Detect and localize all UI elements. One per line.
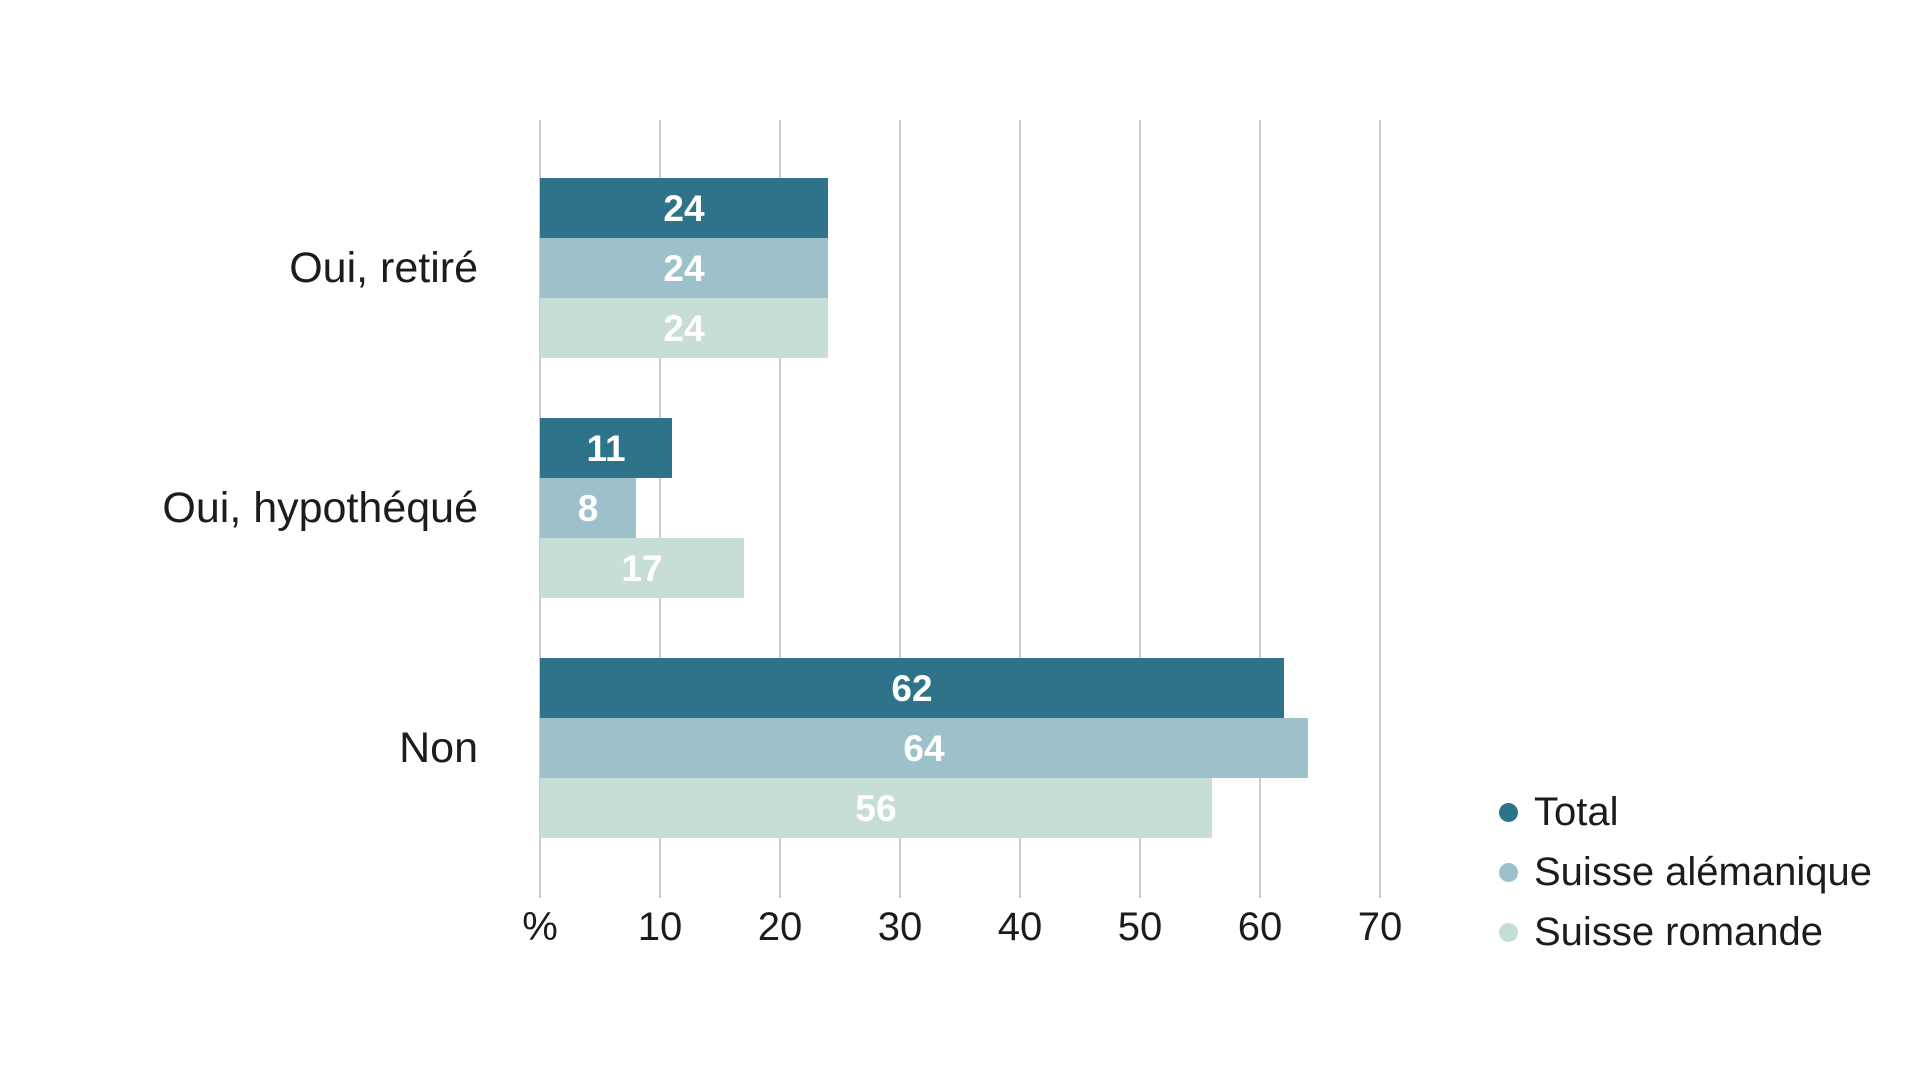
bar-value-label: 24	[663, 247, 705, 289]
bar-suisse-al-manique: 24	[540, 238, 828, 298]
x-tick-label: 10	[637, 905, 683, 949]
legend: Total Suisse alémanique Suisse romande	[1499, 782, 1872, 962]
bar-value-label: 24	[663, 187, 705, 229]
legend-item-label: Suisse romande	[1534, 909, 1824, 954]
gridline	[779, 120, 781, 898]
gridline	[1259, 120, 1261, 898]
x-tick-label: 40	[997, 905, 1043, 949]
legend-item: Suisse alémanique	[1499, 842, 1872, 902]
x-axis: % 10 20 30 40 50 60 70	[522, 903, 1450, 953]
bar-value-label: 8	[577, 487, 599, 529]
bar-suisse-al-manique: 8	[540, 478, 636, 538]
bar-value-label: 11	[586, 427, 626, 469]
x-tick-label: 60	[1237, 905, 1283, 949]
bar-suisse-romande: 17	[540, 538, 744, 598]
legend-item: Total	[1499, 782, 1872, 842]
legend-item-label: Suisse alémanique	[1534, 849, 1872, 894]
gridline	[899, 120, 901, 898]
gridline	[1139, 120, 1141, 898]
bar-suisse-al-manique: 64	[540, 718, 1308, 778]
bar-suisse-romande: 56	[540, 778, 1212, 838]
bar-value-label: 56	[855, 787, 897, 829]
bar-total: 11	[540, 418, 672, 478]
x-tick-label: 30	[877, 905, 923, 949]
category-axis: Oui, retiré Oui, hypothéqué Non	[0, 120, 478, 898]
bar-value-label: 17	[621, 547, 663, 589]
category-label: Oui, retiré	[289, 244, 478, 292]
legend-marker-icon	[1499, 802, 1518, 822]
bar-value-label: 24	[663, 307, 705, 349]
category-label: Non	[399, 724, 478, 772]
category-label: Oui, hypothéqué	[162, 484, 478, 532]
x-tick-label: 50	[1117, 905, 1163, 949]
legend-item-label: Total	[1534, 789, 1619, 834]
legend-item: Suisse romande	[1499, 902, 1872, 962]
bar-value-label: 62	[891, 667, 933, 709]
legend-marker-icon	[1499, 922, 1518, 942]
chart-plot-area: 24 24 24 11 8 17 62 64 56	[539, 120, 1450, 898]
bar-total: 24	[540, 178, 828, 238]
gridline	[1379, 120, 1381, 898]
x-tick-label: 70	[1357, 905, 1403, 949]
x-tick-label: 20	[757, 905, 803, 949]
x-tick-label: %	[522, 905, 558, 949]
bar-value-label: 64	[903, 727, 945, 769]
bar-suisse-romande: 24	[540, 298, 828, 358]
gridline	[659, 120, 661, 898]
legend-marker-icon	[1499, 862, 1518, 882]
bar-total: 62	[540, 658, 1284, 718]
gridline	[1019, 120, 1021, 898]
